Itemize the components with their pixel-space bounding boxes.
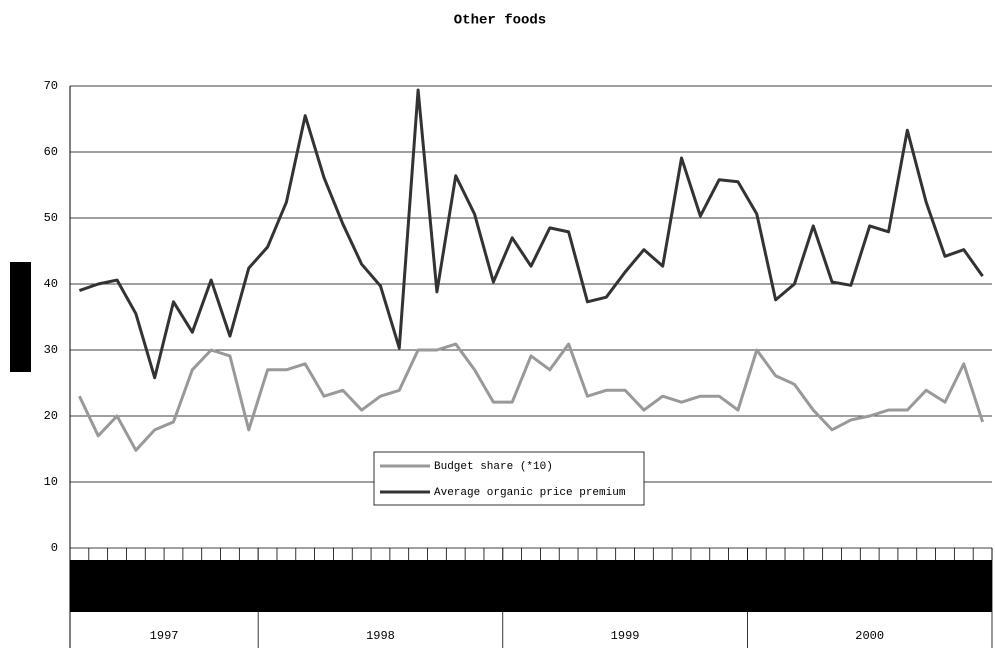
y-tick-label: 10 xyxy=(44,475,58,489)
y-tick-label: 0 xyxy=(51,541,58,555)
x-group-label: 1997 xyxy=(150,629,179,643)
y-tick-label: 70 xyxy=(44,79,58,93)
chart-title: Other foods xyxy=(454,13,546,29)
obscured-axis-label xyxy=(10,262,31,372)
obscured-month-labels xyxy=(70,560,992,612)
x-group-label: 1999 xyxy=(611,629,640,643)
y-tick-label: 20 xyxy=(44,409,58,423)
series-line xyxy=(78,342,985,452)
series-line xyxy=(78,88,984,380)
legend-label: Budget share (*10) xyxy=(434,461,553,473)
y-tick-label: 60 xyxy=(44,145,58,159)
legend-box xyxy=(373,451,645,506)
legend-label: Average organic price premium xyxy=(434,487,626,499)
legend: Budget share (*10) Average organic price … xyxy=(373,451,645,506)
y-tick-label: 30 xyxy=(44,343,58,357)
x-group-label: 1998 xyxy=(366,629,395,643)
y-tick-label: 50 xyxy=(44,211,58,225)
x-group-label: 2000 xyxy=(855,629,884,643)
plot-area: 0 10 20 30 40 50 60 70 1997 1998 1999 2000 xyxy=(44,79,993,648)
y-tick-label: 40 xyxy=(44,277,58,291)
